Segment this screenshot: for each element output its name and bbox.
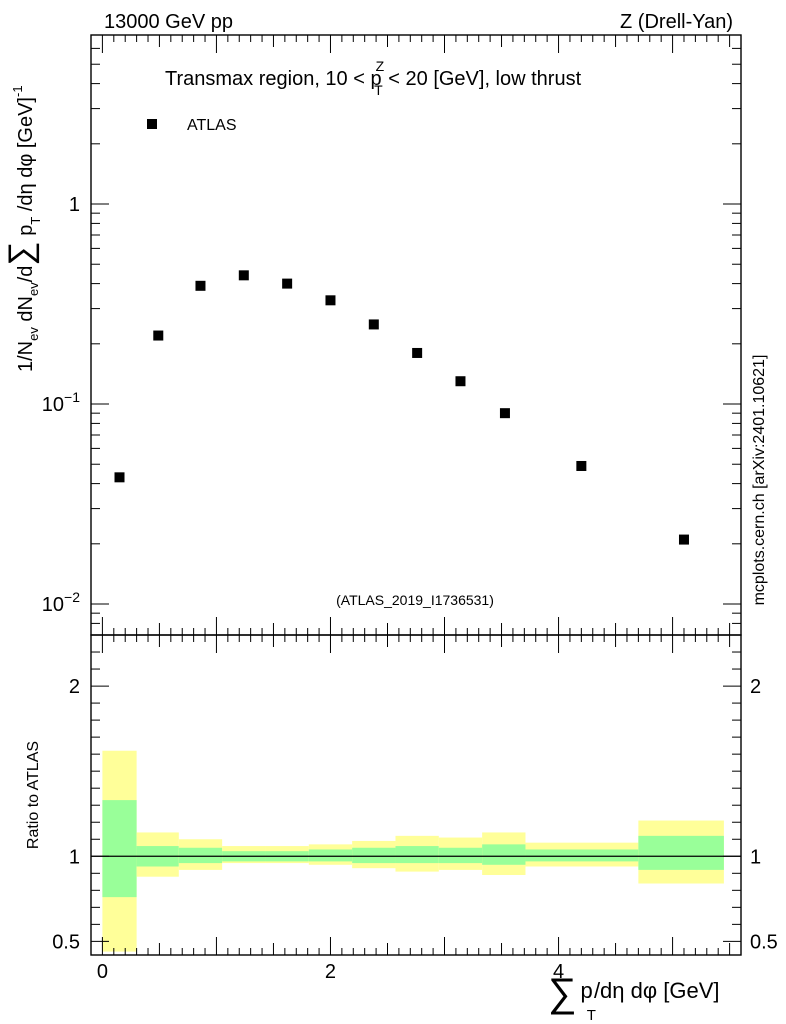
ratio-band-inner: [438, 847, 483, 864]
ratio-band-inner: [482, 844, 526, 865]
main-ylabel-p9: -1: [10, 85, 25, 97]
data-point: [576, 460, 587, 471]
ratio-y-tick-label-left: 0.5: [52, 931, 80, 953]
ratio-x-tick-label: 2: [325, 961, 336, 983]
main-ylabel-p5: ∑: [2, 241, 40, 265]
main-y-tick-labels: 110−110−2: [42, 194, 80, 616]
main-title: Transmax region, 10 < pZ T < 20 [GeV], lo…: [165, 58, 582, 98]
ratio-y-tick-label-right: 1: [750, 846, 761, 868]
data-point: [114, 472, 125, 483]
ratio-band-inner: [638, 835, 724, 870]
ratio-x-tick-label: 4: [553, 961, 564, 983]
main-ylabel-p3: ev: [26, 282, 41, 296]
ratio-band-inner: [352, 847, 396, 864]
ratio-band-inner: [395, 846, 439, 864]
ratio-band-inner: [178, 847, 223, 864]
main-ylabel-p4: /d: [15, 266, 37, 283]
main-panel: Transmax region, 10 < pZ T < 20 [GeV], lo…: [2, 34, 742, 636]
ratio-band-inner: [102, 800, 137, 898]
data-point: [412, 347, 423, 358]
main-y-tick-label: 10−2: [42, 589, 80, 616]
analysis-watermark: (ATLAS_2019_I1736531): [336, 592, 494, 608]
data-point: [678, 534, 689, 545]
header-left: 13000 GeV pp: [104, 11, 233, 33]
main-title-part-0: Transmax region, 10 < p: [165, 68, 382, 90]
data-point: [325, 295, 336, 306]
ratio-y-tick-label-left: 2: [69, 676, 80, 698]
main-ylabel-p7: T: [28, 217, 43, 225]
main-ylabel: 1/Nev dNev/d∑ pT /dη dφ [GeV]-1: [2, 85, 43, 372]
data-point: [282, 278, 293, 289]
ratio-panel: Ratio to ATLAS 0.5 0.5 1 1 2 2 0 2 4 ∑ p T/dη dφ …: [25, 634, 778, 1024]
main-title-sup: Z: [376, 58, 385, 74]
xlabel-rest: /dη dφ [GeV]: [594, 978, 720, 1003]
side-label: mcplots.cern.ch [arXiv:2401.10621]: [751, 355, 768, 606]
header-right: Z (Drell-Yan): [620, 11, 733, 33]
data-point: [153, 330, 164, 341]
tick-base: 10: [42, 594, 64, 616]
ratio-band-inner: [308, 849, 353, 862]
ratio-x-tick-labels: 0 2 4: [97, 961, 564, 983]
ratio-frame: [90, 634, 742, 956]
data-point: [499, 408, 510, 419]
main-x-ticks: [101, 35, 731, 635]
main-ylabel-p2: dN: [15, 296, 37, 327]
main-y-tick-label: 10−1: [42, 389, 80, 416]
ratio-y-tick-label-left: 1: [69, 846, 80, 868]
main-title-sub: T: [374, 82, 383, 98]
main-ylabel-p6: p: [15, 225, 37, 242]
data-point: [238, 270, 249, 281]
xlabel-p: p: [581, 978, 593, 1003]
ratio-x-tick-label: 0: [97, 961, 108, 983]
xlabel-sum: ∑: [548, 971, 577, 1015]
data-point: [455, 376, 466, 387]
ratio-y-tick-label-right: 0.5: [750, 931, 778, 953]
main-y-ticks: [91, 34, 741, 636]
ratio-ylabel: Ratio to ATLAS: [25, 741, 42, 849]
main-ylabel-p1: ev: [26, 327, 41, 341]
main-ylabel-p0: 1/N: [15, 341, 37, 372]
main-ylabel-p8: /dη dφ [GeV]: [15, 97, 37, 217]
ratio-band-inner: [525, 849, 639, 862]
data-point: [195, 280, 206, 291]
main-y-tick-label: 1: [69, 194, 80, 216]
ratio-y-tick-labels: 0.5 0.5 1 1 2 2: [52, 676, 778, 953]
ratio-x-ticks: [101, 635, 731, 955]
legend-label-atlas: ATLAS: [187, 117, 237, 134]
xlabel-sub: T: [587, 1007, 596, 1024]
tick-exponent: −2: [64, 589, 80, 605]
data-point: [368, 319, 379, 330]
main-title-part-3: < 20 [GeV], low thrust: [383, 68, 582, 90]
tick-exponent: −1: [64, 389, 80, 405]
ratio-bands: [102, 750, 724, 952]
ratio-xlabel: ∑ p T/dη dφ [GeV]: [548, 971, 720, 1024]
ratio-y-ticks: [91, 651, 741, 942]
legend-marker-atlas: [147, 119, 157, 129]
tick-base: 10: [42, 394, 64, 416]
ratio-y-tick-label-right: 2: [750, 676, 761, 698]
main-data-points: [114, 270, 689, 545]
